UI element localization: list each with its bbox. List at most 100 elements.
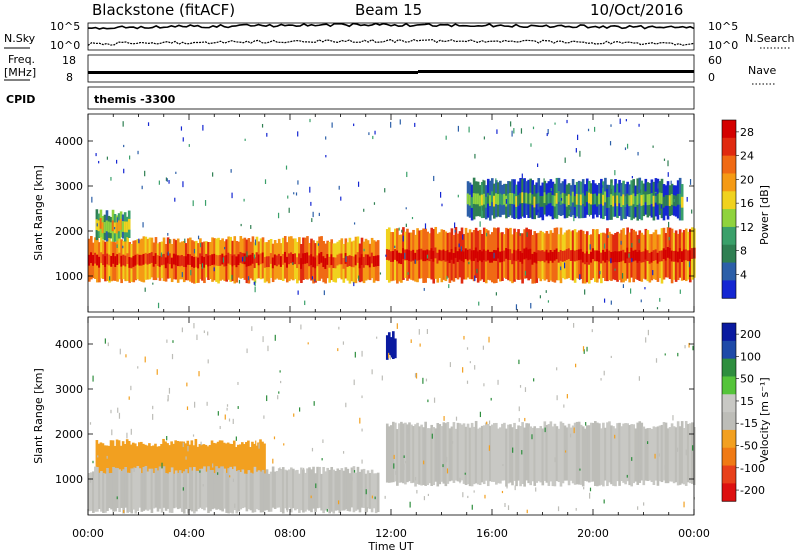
velocity-speckle-dot [235, 436, 237, 441]
velocity-cell [358, 471, 362, 513]
power-core-cell [628, 252, 631, 263]
velocity-cell [521, 422, 524, 485]
power-speckle-dot [309, 118, 311, 123]
power-core-cell [571, 191, 575, 203]
velocity-colorbar-swatch [722, 483, 736, 502]
power-speckle-dot [468, 261, 470, 265]
power-core-cell [503, 193, 506, 205]
power-speckle-dot [530, 302, 532, 309]
power-core-cell [523, 248, 526, 260]
power-speckle-dot [510, 121, 512, 127]
velocity-cell [354, 472, 358, 511]
nsky-lines [87, 22, 695, 46]
velocity-cell [652, 426, 656, 485]
velocity-speckle-dot [228, 418, 231, 422]
power-core-cell [614, 251, 617, 262]
velocity-speckle-dot [484, 494, 486, 499]
power-y-ticks: 1000 2000 3000 4000 [55, 135, 694, 283]
cpid-value: themis -3300 [94, 93, 176, 106]
velocity-cell [134, 467, 138, 514]
velocity-cell [296, 469, 299, 510]
power-core-cell [660, 250, 664, 262]
velocity-speckle-dot [106, 455, 108, 459]
power-speckle-dot [254, 286, 256, 293]
power-colorbar-swatch [722, 155, 736, 174]
velocity-cell [402, 423, 405, 484]
velocity-cell [527, 423, 530, 484]
power-speckle-dot [184, 238, 186, 243]
power-core-cell [261, 252, 265, 264]
power-colorbar-tick-label: 12 [740, 221, 754, 234]
velocity-cell [198, 444, 202, 482]
power-core-cell [273, 254, 277, 266]
power-core-cell [387, 249, 391, 261]
power-speckle-dot [631, 258, 633, 263]
velocity-cell [158, 446, 161, 483]
velocity-speckle-dot [575, 507, 577, 511]
velocity-cell [686, 423, 690, 483]
power-core-cell [195, 256, 198, 268]
power-speckle-dot [624, 147, 627, 151]
velocity-cell [285, 470, 289, 511]
power-speckle-dot [614, 268, 616, 271]
power-speckle-dot [141, 185, 143, 190]
velocity-speckle-dot [152, 405, 154, 410]
power-speckle-dot [493, 252, 495, 259]
velocity-speckle-dot [337, 348, 339, 352]
power-speckle-dot [610, 258, 612, 264]
velocity-speckle-dot [658, 453, 661, 457]
power-core-cell [342, 257, 346, 269]
velocity-cell [470, 422, 474, 487]
power-speckle-dot [293, 192, 295, 195]
velocity-cell [571, 425, 575, 484]
power-core-cell [104, 256, 107, 267]
power-core-cell [664, 195, 668, 206]
velocity-cell [541, 428, 545, 486]
velocity-cell [269, 471, 273, 512]
power-core-cell [92, 254, 95, 266]
velocity-cell [535, 428, 539, 483]
velocity-cell [261, 441, 264, 486]
power-speckle-dot [168, 180, 170, 184]
velocity-cell [398, 423, 401, 483]
power-core-cell [464, 248, 468, 260]
power-core-cell [567, 194, 571, 206]
velocity-cell [561, 422, 565, 484]
power-core-cell [444, 250, 448, 262]
velocity-speckle-dot [579, 468, 581, 471]
velocity-speckle-dot [359, 417, 361, 424]
velocity-cell [648, 427, 652, 481]
velocity-colorbar-swatch [722, 447, 736, 467]
power-core-cell [211, 254, 214, 266]
power-ylabel: Slant Range [km] [32, 165, 45, 261]
power-core-cell [334, 257, 338, 269]
velocity-cell [205, 471, 208, 508]
velocity-cell [596, 422, 599, 487]
velocity-cell [200, 444, 204, 481]
velocity-speckle-dot [426, 329, 428, 334]
power-speckle-dot [399, 119, 401, 125]
velocity-speckle-dot [345, 402, 347, 408]
velocity-speckle-dot [89, 478, 92, 483]
velocity-cell [207, 466, 210, 514]
power-speckle-dot [603, 243, 606, 249]
power-core-cell [207, 255, 210, 267]
power-core-cell [666, 246, 670, 258]
velocity-cell [563, 425, 567, 481]
velocity-cell [553, 423, 557, 487]
velocity-cell [342, 470, 346, 511]
power-core-cell [164, 257, 168, 269]
power-core-cell [125, 221, 129, 233]
velocity-speckle-dot [518, 359, 520, 365]
power-speckle-dot [414, 259, 416, 264]
power-core-cell [646, 194, 650, 206]
velocity-speckle-dot [286, 509, 288, 513]
power-core-cell [594, 250, 597, 262]
freq-line-a [88, 71, 418, 74]
power-core-cell [680, 251, 684, 262]
velocity-cell [610, 425, 613, 485]
power-core-cell [577, 194, 581, 205]
power-core-cell [636, 194, 640, 205]
velocity-speckle-dot [459, 477, 461, 484]
power-speckle-dot [390, 121, 392, 128]
